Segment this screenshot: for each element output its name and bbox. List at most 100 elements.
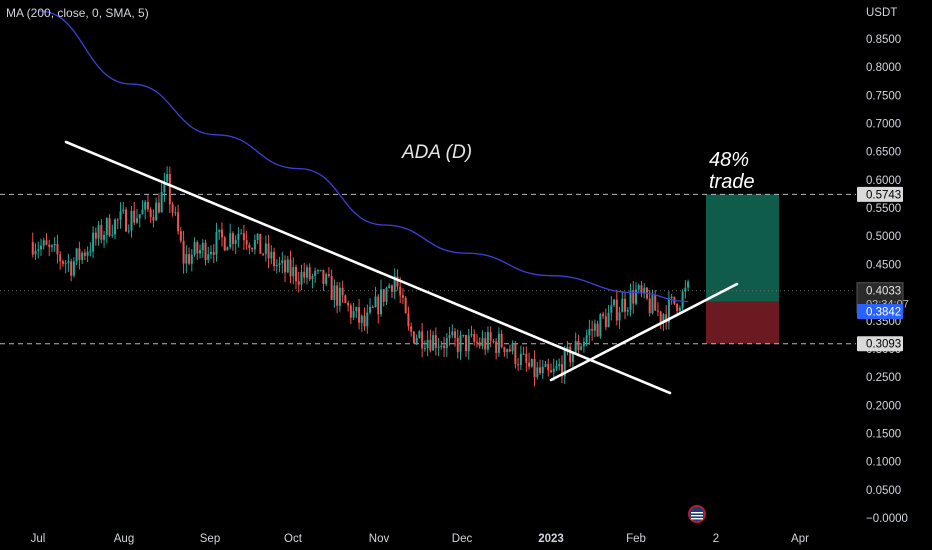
y-tick-label: −0.0000 [866,513,908,525]
candle [497,327,500,357]
y-tick-label: 0.1000 [866,457,901,469]
candle [193,237,196,257]
candle [360,314,363,333]
ma-price-badge[interactable]: 0.3842 [857,303,903,319]
candle [410,322,413,337]
candle [528,352,531,370]
candle [174,206,177,217]
candle [163,172,166,203]
candle [182,230,185,274]
x-tick-label: Oct [284,533,303,545]
uptrend-line[interactable] [549,282,739,382]
y-tick-label: 0.6000 [866,175,901,187]
candle [89,242,92,257]
candle [166,166,169,186]
time-axis[interactable]: Jul Aug Sep Oct Nov Dec 2023 Feb 2 Apr [31,533,809,545]
target-price-badge[interactable]: 0.5743 [857,186,903,202]
candle [81,251,84,265]
y-tick-label: 0.1500 [866,428,901,440]
candle [188,247,191,266]
candle [445,332,448,357]
candle [286,255,289,274]
candle [541,359,544,379]
candle [231,231,234,251]
candle [308,263,311,282]
candle [536,361,539,380]
candle [251,247,254,253]
candle [125,207,127,233]
candle [122,201,125,215]
profit-zone[interactable] [706,194,779,302]
candle [94,227,97,246]
candle [404,296,407,314]
trade-label-percent[interactable]: 48% [709,149,749,171]
svg-text:0.3842: 0.3842 [866,306,901,318]
candle [220,222,223,247]
candle [207,246,210,264]
candle [284,255,287,283]
trade-label-word[interactable]: trade [709,171,755,193]
candle [177,204,180,235]
y-tick-label: 0.2000 [866,400,901,412]
indicator-legend[interactable]: MA (200, close, 0, SMA, 5) [6,6,149,20]
candle [270,245,273,265]
moving-average-line [38,10,689,303]
candle [226,246,229,251]
candle [116,218,119,229]
candle [86,246,89,263]
downtrend-line[interactable] [64,140,672,395]
candle [525,346,528,372]
annotation-title[interactable]: ADA (D) [401,142,472,163]
candle [602,311,605,319]
candle [473,329,476,346]
svg-text:0.3093: 0.3093 [866,339,901,351]
candle [325,272,328,287]
candle [684,280,687,299]
candle [311,273,314,289]
candle [358,299,361,330]
loss-zone[interactable] [706,301,779,344]
candle [42,237,45,250]
candle [72,257,75,278]
candle [426,330,429,357]
candle [489,326,492,348]
y-tick-label: 0.8000 [866,62,901,74]
candle [380,279,382,317]
candle [201,239,204,258]
candle [495,338,498,360]
candle [92,226,95,258]
candle [278,256,281,273]
candle [456,329,459,359]
candle [333,279,336,308]
candle [352,302,355,321]
candle [626,307,629,316]
candle [40,238,42,256]
candle [624,292,627,320]
candle [105,217,108,244]
us-flag-event-icon[interactable] [688,505,706,523]
candle [327,267,330,278]
candle [259,233,262,254]
candle [643,283,646,299]
candle [591,320,594,341]
candle [237,227,240,248]
candle [629,283,632,317]
candle [215,222,218,262]
candle [144,199,147,220]
candle [563,345,566,384]
x-tick-label: Dec [452,533,473,545]
candle [533,350,536,387]
candle [654,289,657,311]
candle [185,245,188,273]
candle [218,229,221,240]
candle [204,239,207,266]
candle [256,233,259,245]
candlestick-series [31,166,690,387]
candle [50,244,53,253]
candle [338,282,341,312]
candle [240,228,243,235]
candle [141,200,144,215]
stop-price-badge[interactable]: 0.3093 [857,336,903,352]
